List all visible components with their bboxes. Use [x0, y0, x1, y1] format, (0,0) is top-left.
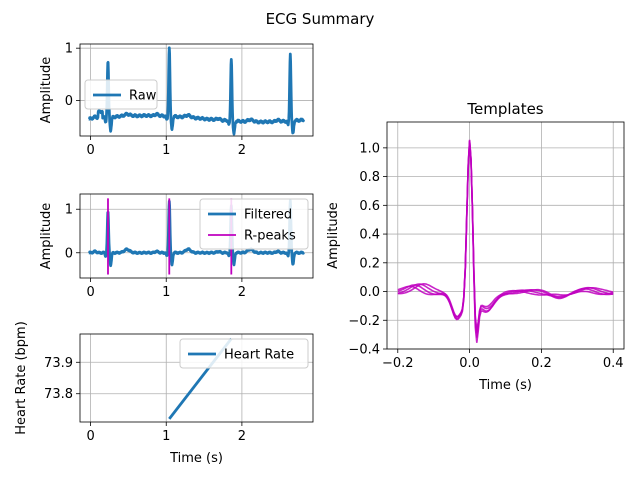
x-axis-label: Time (s) — [478, 378, 532, 393]
x-tick-label: 2 — [238, 285, 246, 300]
x-tick-label: 0 — [86, 429, 94, 444]
axes-frame — [79, 193, 314, 279]
x-tick-label: 0.4 — [603, 356, 624, 371]
template-line — [397, 143, 614, 331]
y-tick-label: 0.8 — [359, 170, 380, 185]
legend: Raw — [84, 79, 158, 110]
legend: Filtered R-peaks — [199, 198, 309, 250]
y-axis-label: Amplitude — [39, 203, 54, 270]
y-tick-label: 0.2 — [359, 256, 380, 271]
y-tick-label: 1.0 — [359, 141, 380, 156]
y-tick-label: 1 — [65, 42, 73, 57]
axes-frame — [386, 121, 625, 350]
x-tick-label: 2 — [238, 429, 246, 444]
y-tick-label: 73.8 — [44, 387, 73, 402]
y-tick-label: 73.9 — [44, 356, 73, 371]
axes-frame — [79, 333, 314, 423]
panel-filtered: 0 1 2 0 1 Amplitude Filtered R-peaks — [39, 193, 314, 300]
y-axis-label: Heart Rate (bpm) — [14, 321, 29, 435]
legend-label: Heart Rate — [224, 348, 294, 363]
y-tick-label: 1 — [65, 203, 73, 218]
y-tick-label: 0 — [65, 94, 73, 109]
legend-label: R-peaks — [244, 229, 296, 244]
panel-title: Templates — [466, 100, 543, 118]
y-axis-label: Amplitude — [39, 57, 54, 124]
panel-heart_rate: 0 1 2 73.8 73.9 Heart Rate (bpm) Time (s) Heart… — [14, 321, 314, 466]
y-tick-label: −0.2 — [348, 314, 380, 329]
y-tick-label: 0.6 — [359, 199, 380, 214]
series-line-raw — [88, 46, 305, 136]
x-tick-label: 1 — [162, 429, 170, 444]
x-axis-label: Time (s) — [169, 451, 223, 466]
axes-frame — [79, 43, 314, 137]
legend-label: Filtered — [244, 208, 292, 223]
y-tick-label: 0 — [65, 246, 73, 261]
x-tick-label: 0.2 — [531, 356, 552, 371]
legend-label: Raw — [129, 89, 157, 104]
series-line-filtered — [88, 199, 305, 268]
y-axis-label: Amplitude — [326, 202, 341, 269]
figure-title: ECG Summary — [266, 10, 375, 28]
x-tick-label: 0 — [86, 143, 94, 158]
x-tick-label: 2 — [238, 143, 246, 158]
legend-box — [199, 198, 309, 250]
template-line — [397, 140, 614, 343]
x-tick-label: 1 — [162, 285, 170, 300]
legend-box — [179, 338, 309, 369]
legend: Heart Rate — [179, 338, 309, 369]
x-tick-label: −0.2 — [382, 356, 414, 371]
y-tick-label: 0.4 — [359, 228, 380, 243]
y-tick-label: −0.4 — [348, 343, 380, 358]
panel-templates: −0.2 0.0 0.2 0.4−0.4−0.20.00.20.40.60.81.0A… — [326, 100, 625, 393]
x-tick-label: 1 — [162, 143, 170, 158]
template-line — [397, 139, 614, 338]
y-tick-label: 0.0 — [359, 285, 380, 300]
x-tick-label: 0.0 — [459, 356, 480, 371]
x-tick-label: 0 — [86, 285, 94, 300]
template-line — [397, 140, 614, 334]
panel-raw: 0 1 2 0 1 Amplitude Raw — [39, 42, 314, 158]
